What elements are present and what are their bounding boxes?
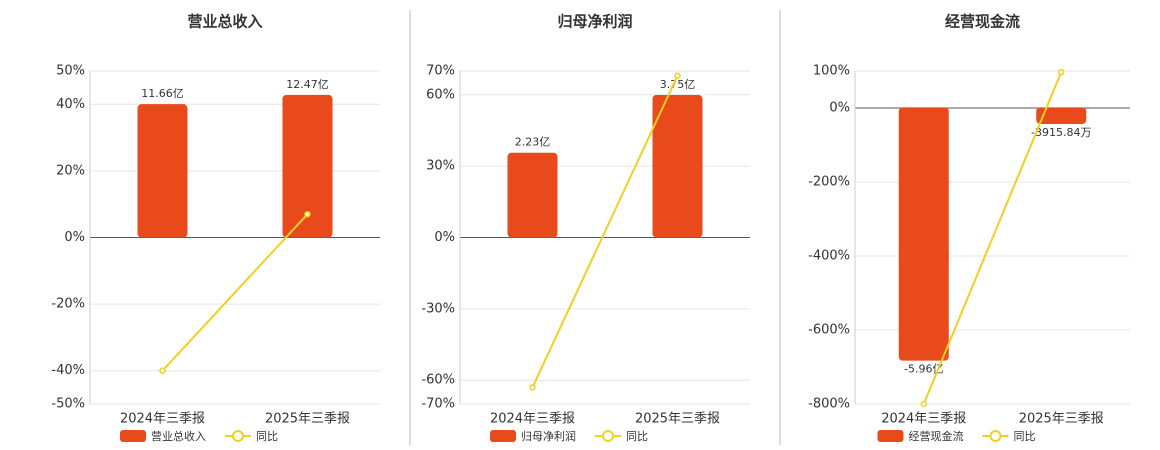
line-point [920, 400, 927, 408]
bar [1036, 107, 1087, 124]
x-tick-label: 2025年三季报 [635, 412, 720, 427]
bar [898, 107, 949, 361]
y-tick-label: 50% [56, 64, 85, 79]
y-tick-label: 0% [434, 230, 455, 245]
line [161, 213, 309, 372]
chart-title: 归母净利润 [557, 13, 632, 31]
data-label: -5.96亿 [904, 363, 943, 376]
bar [137, 104, 188, 238]
y-tick-label: -40% [51, 363, 85, 378]
data-label: 11.66亿 [141, 87, 184, 100]
line-point [529, 384, 536, 391]
y-tick-label: -600% [808, 323, 850, 338]
line-point [1058, 68, 1065, 76]
line-point [674, 72, 681, 80]
legend-swatch [877, 430, 904, 442]
y-tick-label: -800% [808, 397, 850, 412]
bar [652, 94, 703, 238]
legend-label: 经营现金流 [909, 429, 964, 443]
data-label: 12.47亿 [286, 78, 329, 91]
x-tick-label: 2024年三季报 [881, 412, 966, 427]
legend-label: 同比 [626, 430, 648, 443]
legend-label: 同比 [1014, 430, 1036, 443]
y-tick-label: -200% [808, 175, 850, 190]
y-tick-label: 30% [426, 159, 455, 174]
line-point [159, 367, 166, 374]
x-tick-label: 2025年三季报 [265, 412, 350, 427]
data-label: 3.75亿 [660, 78, 696, 91]
chart-title: 营业总收入 [187, 13, 262, 31]
line [922, 71, 1063, 405]
data-label: -3915.84万 [1031, 126, 1091, 139]
legend-marker [232, 430, 244, 442]
legend-marker [602, 430, 614, 442]
y-tick-label: 40% [56, 97, 85, 112]
y-tick-label: -20% [51, 297, 85, 312]
legend-label: 营业总收入 [151, 429, 206, 443]
legend-label: 归母净利润 [521, 429, 576, 443]
line [531, 75, 679, 388]
line-point [304, 210, 311, 218]
bar [507, 152, 558, 238]
y-tick-label: 0% [829, 101, 850, 116]
y-tick-label: 60% [426, 87, 455, 102]
x-tick-label: 2025年三季报 [1019, 412, 1104, 427]
legend-swatch [120, 430, 146, 442]
legend-swatch [490, 430, 516, 442]
y-tick-label: 100% [813, 64, 850, 79]
y-tick-label: -60% [421, 373, 455, 388]
y-tick-label: -400% [808, 249, 850, 264]
x-tick-label: 2024年三季报 [490, 412, 575, 427]
chart-title: 经营现金流 [945, 13, 1020, 31]
y-tick-label: 20% [56, 163, 85, 178]
y-tick-label: -50% [51, 397, 85, 412]
y-tick-label: 70% [426, 64, 455, 79]
legend-marker [989, 430, 1002, 442]
data-label: 2.23亿 [515, 136, 551, 149]
y-tick-label: -30% [421, 301, 455, 316]
y-tick-label: -70% [421, 397, 455, 412]
x-tick-label: 2024年三季报 [120, 412, 205, 427]
bar [282, 94, 333, 238]
legend-label: 同比 [256, 430, 278, 443]
y-tick-label: 0% [64, 230, 85, 245]
